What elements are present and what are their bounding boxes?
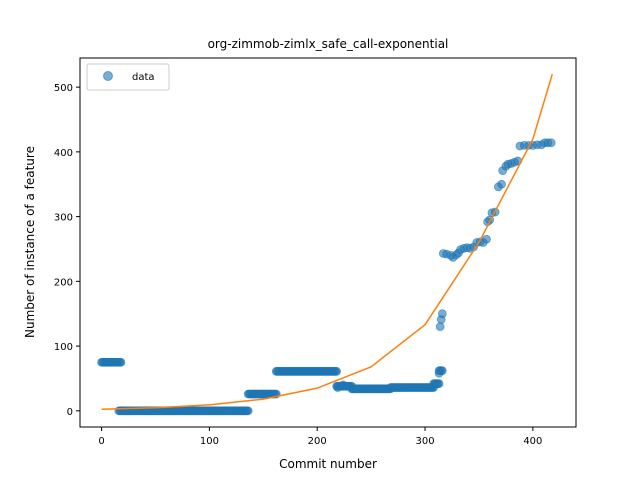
legend-box (86, 63, 170, 91)
data-point-331 (435, 322, 445, 332)
data-point-330 (434, 368, 444, 378)
x-tick-label-300: 300 (415, 436, 434, 447)
y-tick-label-400: 400 (54, 148, 73, 159)
x-tick-label-0: 0 (98, 436, 104, 447)
legend: data (86, 63, 170, 91)
axes: 0 100 200 300 400 0 100 200 300 400 500 (54, 57, 577, 447)
y-tick-label-0: 0 (67, 407, 73, 418)
x-tick-label-200: 200 (308, 436, 327, 447)
legend-marker-data (103, 71, 113, 81)
y-tick-label-200: 200 (54, 277, 73, 288)
legend-label-data: data (132, 72, 155, 83)
data-point-329 (344, 381, 353, 391)
y-tick-label-500: 500 (54, 83, 73, 94)
data-point-18 (116, 357, 126, 367)
x-axis-title: Commit number (279, 457, 377, 471)
data-point-333 (437, 309, 447, 319)
x-tick-label-100: 100 (200, 436, 219, 447)
axes-frame (79, 57, 577, 428)
chart-title: org-zimmob-zimlx_safe_call-exponential (208, 37, 449, 51)
plot-area (97, 73, 556, 416)
data-point-139 (243, 406, 253, 416)
data-point-369 (546, 138, 556, 148)
fit-line (101, 73, 553, 410)
data-point-348 (482, 234, 491, 244)
x-tick-label-400: 400 (523, 436, 542, 447)
data-point-354 (497, 179, 507, 189)
y-tick-label-100: 100 (54, 342, 73, 353)
y-tick-label-300: 300 (54, 213, 73, 224)
data-point-322 (434, 379, 444, 389)
data-point-223 (332, 366, 342, 376)
y-axis-title: Number of instance of a feature (23, 146, 37, 338)
